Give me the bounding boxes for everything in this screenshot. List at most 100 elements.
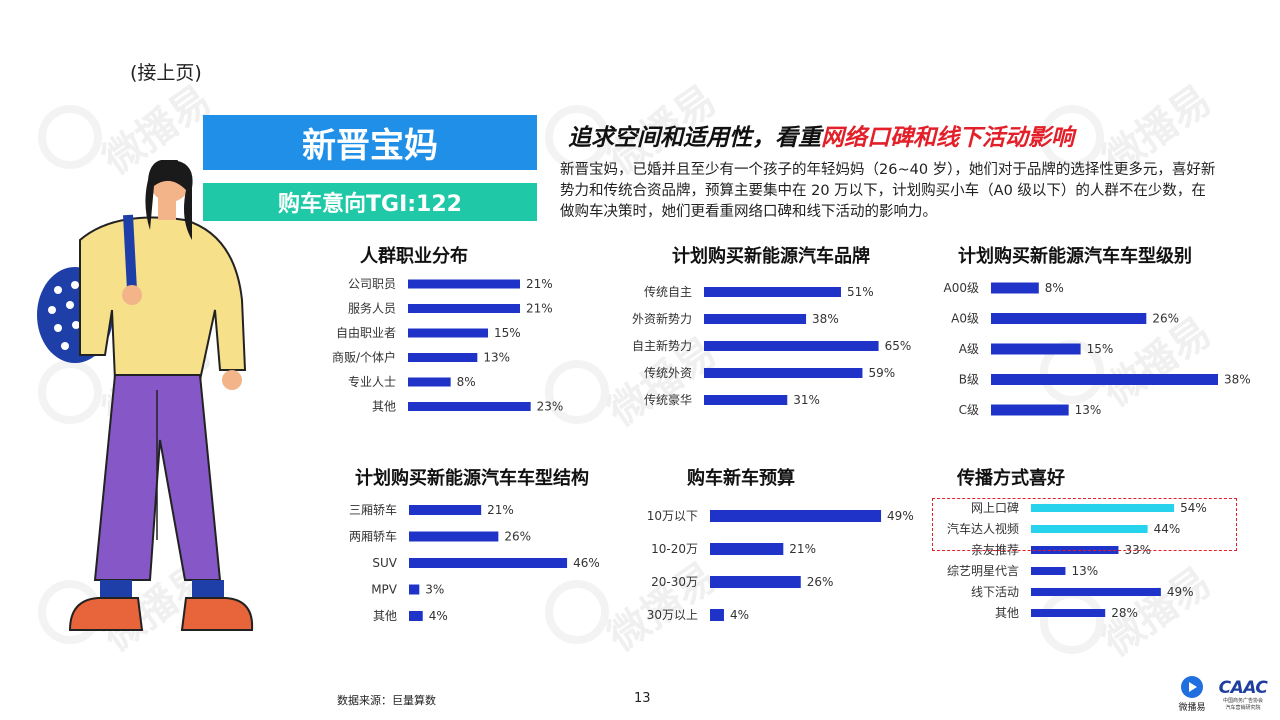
value-label: 21% xyxy=(526,302,553,316)
chart-title: 计划购买新能源汽车车型级别 xyxy=(958,246,1192,267)
value-label: 38% xyxy=(1224,373,1251,387)
weiboyi-logo: 微播易 xyxy=(1178,676,1206,713)
watermark-logo xyxy=(38,105,102,169)
chart-brand: 计划购买新能源汽车品牌 传统自主 51% 外资新势力 38% 自主新势力 65% 传统外资 5… xyxy=(600,240,920,430)
category-label: 服务人员 xyxy=(348,301,396,316)
category-label: 综艺明星代言 xyxy=(947,564,1019,578)
bar xyxy=(409,558,568,568)
category-label: 10-20万 xyxy=(651,542,698,556)
data-source: 数据来源：巨量算数 xyxy=(337,694,436,707)
category-label: 三厢轿车 xyxy=(349,502,397,517)
value-label: 54% xyxy=(1180,501,1207,515)
category-label: 传统外资 xyxy=(644,365,692,380)
watermark-logo xyxy=(1040,105,1104,169)
value-label: 8% xyxy=(1045,281,1064,295)
category-label: 两厢轿车 xyxy=(349,529,397,544)
chart-channel: 传播方式喜好 网上口碑 54% 汽车达人视频 44% 亲友推荐 33% 综艺明星代言 13% 线… xyxy=(920,462,1240,652)
bar xyxy=(991,343,1081,355)
category-label: 公司职员 xyxy=(348,277,396,291)
category-label: A级 xyxy=(959,342,979,356)
bar xyxy=(704,368,863,378)
bar xyxy=(409,584,420,595)
headline-text: 追求空间和适用性，看重 xyxy=(568,125,821,151)
value-label: 44% xyxy=(1154,522,1181,536)
chart-svg: 三厢轿车 21% 两厢轿车 26% SUV 46% MPV 3% 其他 4% xyxy=(349,502,600,623)
bar xyxy=(710,609,724,621)
category-label: 网上口碑 xyxy=(971,500,1019,515)
category-label: 自由职业者 xyxy=(336,326,396,340)
value-label: 13% xyxy=(483,351,510,365)
headline-highlight: 网络口碑和线下活动影响 xyxy=(821,125,1074,151)
value-label: 4% xyxy=(730,608,749,622)
value-label: 59% xyxy=(868,366,895,380)
value-label: 26% xyxy=(807,575,834,589)
value-label: 38% xyxy=(812,312,839,326)
value-label: 21% xyxy=(526,277,553,291)
bar xyxy=(409,531,499,542)
bar xyxy=(991,282,1039,294)
category-label: 其他 xyxy=(995,606,1019,620)
logo-text: 微播易 xyxy=(1178,703,1206,713)
chart-svg: 传统自主 51% 外资新势力 38% 自主新势力 65% 传统外资 59% 传统豪华 31% xyxy=(632,284,912,407)
caac-sub2: 汽车营销研究院 xyxy=(1225,705,1261,711)
category-label: SUV xyxy=(372,556,397,570)
category-label: 30万以上 xyxy=(647,608,698,622)
category-label: MPV xyxy=(371,583,398,597)
category-label: 其他 xyxy=(372,400,396,414)
bar xyxy=(704,395,788,405)
value-label: 28% xyxy=(1111,606,1138,620)
bar xyxy=(991,404,1069,416)
chart-structure: 计划购买新能源汽车车型结构 三厢轿车 21% 两厢轿车 26% SUV 46% MPV 3% 其… xyxy=(300,462,620,652)
bar xyxy=(704,314,807,324)
page-number: 13 xyxy=(634,691,651,706)
bar xyxy=(1031,525,1148,533)
bar xyxy=(408,304,520,313)
value-label: 4% xyxy=(429,609,448,623)
bar xyxy=(409,611,423,621)
bar xyxy=(704,287,841,297)
value-label: 26% xyxy=(1152,312,1179,326)
value-label: 8% xyxy=(457,375,476,389)
caac-logo: CAAC 中国商务广告协会 汽车营销研究院 xyxy=(1214,678,1272,712)
chart-title: 传播方式喜好 xyxy=(957,468,1065,489)
chart-budget: 购车新车预算 10万以下 49% 10-20万 21% 20-30万 26% 30万以上 4% xyxy=(600,462,920,652)
category-label: 传统豪华 xyxy=(644,392,692,407)
value-label: 65% xyxy=(885,339,912,353)
bar xyxy=(408,402,531,411)
chart-title: 购车新车预算 xyxy=(687,468,795,489)
value-label: 49% xyxy=(887,509,914,523)
bar xyxy=(408,328,488,338)
chart-level: 计划购买新能源汽车车型级别 A00级 8% A0级 26% A级 15% B级 38% C级 13… xyxy=(920,240,1251,430)
value-label: 51% xyxy=(847,285,874,299)
bar xyxy=(408,353,478,362)
chart-title: 人群职业分布 xyxy=(360,246,468,267)
bar xyxy=(1031,504,1175,512)
value-label: 21% xyxy=(487,503,514,517)
value-label: 23% xyxy=(537,400,564,414)
chart-svg: 公司职员 21% 服务人员 21% 自由职业者 15% 商贩/个体户 13% 专业人士 8% 其他 2… xyxy=(332,277,564,414)
category-label: 外资新势力 xyxy=(632,311,692,326)
category-label: 线下活动 xyxy=(971,585,1019,599)
mother-illustration xyxy=(37,160,254,631)
category-label: 10万以下 xyxy=(647,509,698,523)
category-label: 自主新势力 xyxy=(632,338,692,353)
value-label: 15% xyxy=(494,326,521,340)
highlight-box xyxy=(932,498,1237,551)
headline: 追求空间和适用性，看重网络口碑和线下活动影响 xyxy=(568,118,1074,152)
bar xyxy=(710,543,784,555)
watermark-logo xyxy=(545,580,609,644)
category-label: C级 xyxy=(959,403,979,417)
persona-title: 新晋宝妈 xyxy=(203,115,537,170)
category-label: 传统自主 xyxy=(644,284,692,299)
chart-occupation: 人群职业分布 公司职员 21% 服务人员 21% 自由职业者 15% 商贩/个体户 13% 专业… xyxy=(300,240,600,430)
chart-svg: 10万以下 49% 10-20万 21% 20-30万 26% 30万以上 4% xyxy=(647,509,914,622)
category-label: 汽车达人视频 xyxy=(947,521,1019,536)
chart-title: 计划购买新能源汽车品牌 xyxy=(672,246,870,267)
continued-label: (接上页) xyxy=(130,62,202,84)
value-label: 21% xyxy=(789,542,816,556)
category-label: A00级 xyxy=(944,281,979,295)
value-label: 49% xyxy=(1167,585,1194,599)
bar xyxy=(704,341,879,351)
value-label: 31% xyxy=(793,393,820,407)
value-label: 3% xyxy=(425,583,444,597)
